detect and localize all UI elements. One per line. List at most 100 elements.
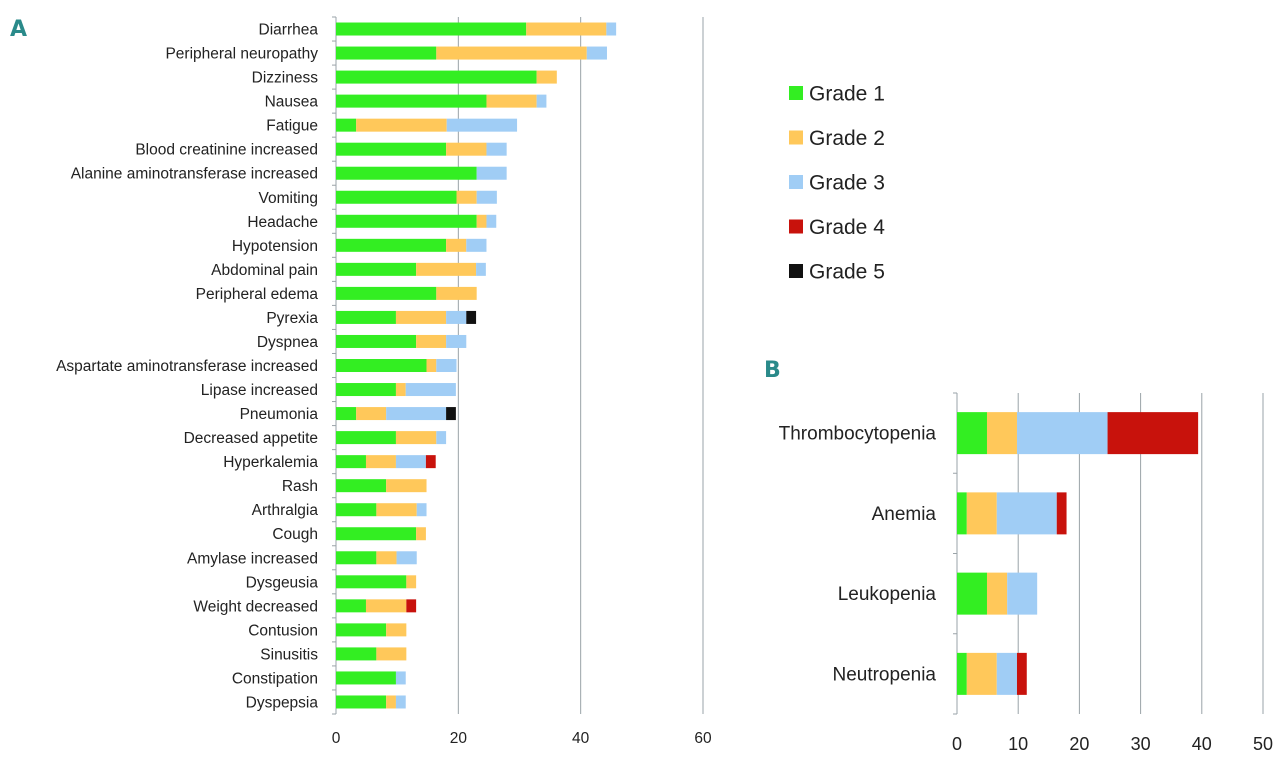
category-label: Vomiting (259, 190, 318, 207)
bar-blood-creatinine-increased-grade-2 (446, 142, 487, 156)
bar-pneumonia-grade-1 (336, 407, 357, 421)
panel-b-label: B (764, 358, 781, 383)
category-label: Cough (272, 526, 318, 543)
bar-neutropenia-grade-1 (957, 652, 967, 695)
bar-pyrexia-grade-5 (466, 310, 477, 324)
bar-peripheral-edema-grade-2 (436, 286, 477, 300)
bar-vomiting-grade-2 (456, 190, 477, 204)
bar-vomiting-grade-3 (476, 190, 497, 204)
bar-headache-grade-2 (476, 214, 487, 228)
bar-pyrexia-grade-2 (395, 310, 447, 324)
bar-fatigue-grade-2 (356, 118, 447, 132)
x-tick-label: 20 (1069, 734, 1089, 754)
bar-pneumonia-grade-2 (356, 407, 387, 421)
legend-swatch-grade-5 (789, 264, 803, 278)
category-label: Fatigue (266, 118, 318, 135)
bar-decreased-appetite-grade-1 (336, 431, 396, 445)
category-label: Peripheral edema (196, 286, 319, 303)
category-label: Aspartate aminotransferase increased (56, 358, 318, 375)
category-label: Rash (282, 478, 318, 495)
bar-arthralgia-grade-1 (336, 503, 377, 517)
category-label: Abdominal pain (211, 262, 318, 279)
bar-aspartate-aminotransferase-increased-grade-2 (426, 359, 437, 372)
bar-lipase-increased-grade-2 (395, 383, 406, 397)
category-label: Thrombocytopenia (779, 424, 937, 445)
bar-sinusitis-grade-2 (376, 647, 407, 661)
bar-hypotension-grade-3 (466, 238, 487, 252)
legend-swatch-grade-1 (789, 86, 803, 100)
bar-cough-grade-1 (336, 527, 417, 541)
x-tick-label: 0 (952, 734, 962, 754)
bar-leukopenia-grade-2 (986, 572, 1008, 615)
legend-label-grade-1: Grade 1 (809, 83, 885, 106)
bar-peripheral-edema-grade-1 (336, 286, 437, 300)
bar-hypotension-grade-1 (336, 238, 447, 252)
bar-abdominal-pain-grade-3 (476, 262, 486, 276)
bar-rash-grade-1 (336, 479, 387, 493)
bar-hyperkalemia-grade-3 (395, 455, 426, 469)
bar-nausea-grade-3 (536, 94, 547, 108)
bar-nausea-grade-2 (486, 94, 537, 108)
x-tick-label: 40 (572, 730, 590, 747)
category-label: Leukopenia (838, 584, 937, 605)
category-label: Neutropenia (832, 664, 936, 685)
bar-aspartate-aminotransferase-increased-grade-3 (436, 359, 457, 372)
bar-hyperkalemia-grade-2 (365, 455, 396, 469)
bar-nausea-grade-1 (336, 94, 487, 108)
category-label: Weight decreased (193, 598, 318, 615)
chart-b: 0 10 20 30 40 50 Thrombocytopenia Anemia Leukope… (779, 392, 1273, 754)
bar-alanine-aminotransferase-increased-grade-3 (476, 166, 507, 180)
category-label: Dizziness (252, 70, 319, 87)
bar-lipase-increased-grade-3 (405, 383, 456, 397)
bar-rash-grade-2 (386, 479, 427, 493)
bar-abdominal-pain-grade-2 (416, 262, 477, 276)
legend-label-grade-2: Grade 2 (809, 127, 885, 150)
bar-anemia-grade-4 (1056, 492, 1067, 535)
bar-sinusitis-grade-1 (336, 647, 377, 661)
bar-dysgeusia-grade-1 (336, 575, 407, 589)
bar-diarrhea-grade-1 (336, 22, 527, 36)
category-label: Pyrexia (266, 310, 318, 327)
bar-cough-grade-2 (416, 527, 426, 541)
bar-amylase-increased-grade-3 (396, 551, 417, 565)
bar-dysgeusia-grade-2 (406, 575, 417, 589)
bar-contusion-grade-2 (386, 623, 407, 637)
bar-leukopenia-grade-1 (957, 572, 987, 615)
category-label: Headache (247, 214, 318, 231)
bar-blood-creatinine-increased-grade-3 (486, 142, 507, 156)
category-label: Constipation (232, 670, 318, 687)
legend-swatch-grade-2 (789, 130, 803, 145)
bar-anemia-grade-3 (996, 492, 1057, 535)
bar-amylase-increased-grade-1 (336, 551, 377, 565)
bar-pneumonia-grade-5 (446, 407, 456, 421)
legend-label-grade-3: Grade 3 (809, 172, 885, 195)
legend-swatch-grade-4 (789, 219, 803, 234)
bar-blood-creatinine-increased-grade-1 (336, 142, 447, 156)
bar-contusion-grade-1 (336, 623, 387, 637)
legend-swatch-grade-3 (789, 175, 803, 189)
bar-weight-decreased-grade-1 (336, 599, 366, 613)
bar-arthralgia-grade-3 (416, 503, 427, 517)
bar-dizziness-grade-2 (536, 70, 557, 84)
bar-anemia-grade-1 (957, 492, 967, 535)
x-tick-label: 40 (1192, 734, 1212, 754)
bar-thrombocytopenia-grade-2 (986, 412, 1017, 455)
bar-fatigue-grade-3 (446, 118, 518, 132)
bar-peripheral-neuropathy-grade-2 (436, 46, 587, 60)
bar-hyperkalemia-grade-4 (425, 455, 436, 469)
bar-hyperkalemia-grade-1 (336, 455, 366, 469)
chart-a: 0 20 40 60 Diarrhea Peripheral neuropathy Dizz… (56, 16, 712, 747)
bar-dyspepsia-grade-3 (395, 695, 406, 709)
legend-label-grade-4: Grade 4 (809, 216, 885, 239)
panel-a-label: A (10, 17, 27, 42)
bar-neutropenia-grade-2 (966, 652, 997, 695)
bar-peripheral-neuropathy-grade-1 (336, 46, 437, 60)
bar-headache-grade-3 (486, 214, 497, 228)
bar-peripheral-neuropathy-grade-3 (586, 46, 607, 60)
category-label: Contusion (248, 622, 318, 639)
bar-decreased-appetite-grade-3 (436, 431, 447, 445)
bar-amylase-increased-grade-2 (376, 551, 397, 565)
bar-weight-decreased-grade-4 (406, 599, 417, 613)
category-label: Hyperkalemia (223, 454, 318, 471)
